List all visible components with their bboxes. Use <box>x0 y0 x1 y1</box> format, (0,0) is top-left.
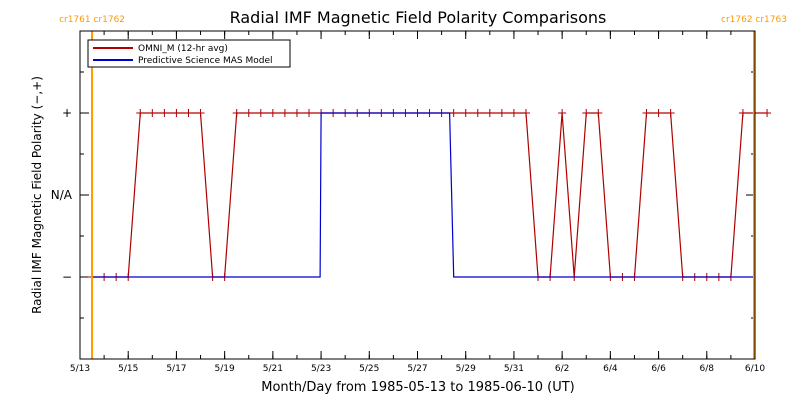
series-point-0 <box>521 109 530 117</box>
series-point-0 <box>292 109 301 117</box>
series-point-0 <box>485 109 494 117</box>
cr-marker-label: cr1761 cr1762 <box>59 15 125 25</box>
x-tick-label: 5/23 <box>311 364 331 374</box>
series-point-0 <box>738 109 747 117</box>
series-point-0 <box>184 109 193 117</box>
carrington-rotation-markers: cr1761 cr1762 cr1762 cr1763 <box>59 15 787 359</box>
series-point-0 <box>558 109 567 117</box>
series-point-0 <box>461 109 470 117</box>
series-point-0 <box>196 109 205 117</box>
series-line-0 <box>92 112 768 278</box>
x-tick-label: 5/19 <box>215 364 235 374</box>
x-tick-label: 6/2 <box>555 364 569 374</box>
series-point-0 <box>268 109 277 117</box>
x-tick-label: 5/15 <box>118 364 138 374</box>
x-tick-label: 6/6 <box>651 364 666 374</box>
x-tick-labels: 5/13 5/15 5/17 5/19 5/21 5/23 5/25 5/27 5/29 5/31… <box>70 364 765 374</box>
x-tick-label: 5/31 <box>504 364 524 374</box>
legend-label-omni: OMNI_M (12-hr avg) <box>138 44 228 54</box>
x-tick-label: 5/17 <box>166 364 186 374</box>
series-point-0 <box>666 109 675 117</box>
series-point-0 <box>160 109 169 117</box>
chart-title: Radial IMF Magnetic Field Polarity Compa… <box>230 8 607 27</box>
series-point-0 <box>642 109 651 117</box>
series-point-0 <box>497 109 506 117</box>
legend-label-mas: Predictive Science MAS Model <box>138 56 273 66</box>
series-point-0 <box>280 109 289 117</box>
x-tick-label: 5/13 <box>70 364 90 374</box>
series-point-0 <box>136 109 145 117</box>
x-tick-label: 5/21 <box>263 364 283 374</box>
series-line-1 <box>92 112 754 278</box>
x-tick-label: 6/8 <box>700 364 715 374</box>
series-point-0 <box>449 109 458 117</box>
y-tick-labels: + N/A − <box>51 106 73 284</box>
series-point-0 <box>148 109 157 117</box>
series-point-0 <box>509 109 518 117</box>
axis-ticks <box>79 30 756 360</box>
y-tick-label: − <box>62 270 72 284</box>
y-axis-label: Radial IMF Magnetic Field Polarity (−,+) <box>30 76 44 314</box>
series-point-0 <box>763 109 772 117</box>
cr-marker-label: cr1762 cr1763 <box>721 15 787 25</box>
series-point-0 <box>654 109 663 117</box>
y-tick-label: N/A <box>51 188 73 202</box>
x-tick-label: 5/27 <box>407 364 427 374</box>
series-point-0 <box>305 109 314 117</box>
x-tick-label: 6/10 <box>745 364 765 374</box>
legend: OMNI_M (12-hr avg) Predictive Science MA… <box>87 39 291 68</box>
series-point-0 <box>473 109 482 117</box>
series-point-0 <box>256 109 265 117</box>
x-tick-label: 5/29 <box>456 364 476 374</box>
y-tick-label: + <box>62 106 72 120</box>
series-layer <box>88 109 772 281</box>
series-point-0 <box>244 109 253 117</box>
series-point-0 <box>594 109 603 117</box>
x-tick-label: 6/4 <box>603 364 618 374</box>
series-point-0 <box>582 109 591 117</box>
plot-frame <box>79 30 756 360</box>
x-tick-label: 5/25 <box>359 364 379 374</box>
series-point-0 <box>172 109 181 117</box>
x-axis-label: Month/Day from 1985-05-13 to 1985-06-10 … <box>261 380 574 395</box>
series-point-0 <box>232 109 241 117</box>
legend-box <box>87 39 291 68</box>
